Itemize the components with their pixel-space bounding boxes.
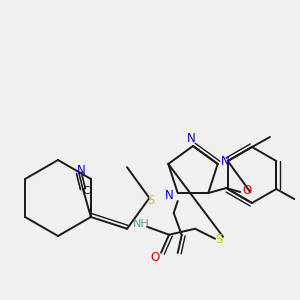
- Text: O: O: [243, 184, 252, 196]
- Text: O: O: [150, 251, 160, 264]
- Text: S: S: [148, 194, 155, 206]
- Text: C: C: [82, 186, 90, 196]
- Text: N: N: [187, 131, 195, 145]
- Text: N: N: [221, 155, 230, 169]
- Text: N: N: [76, 164, 85, 176]
- Text: S: S: [215, 233, 223, 246]
- Text: NH: NH: [133, 219, 149, 229]
- Text: N: N: [165, 188, 174, 202]
